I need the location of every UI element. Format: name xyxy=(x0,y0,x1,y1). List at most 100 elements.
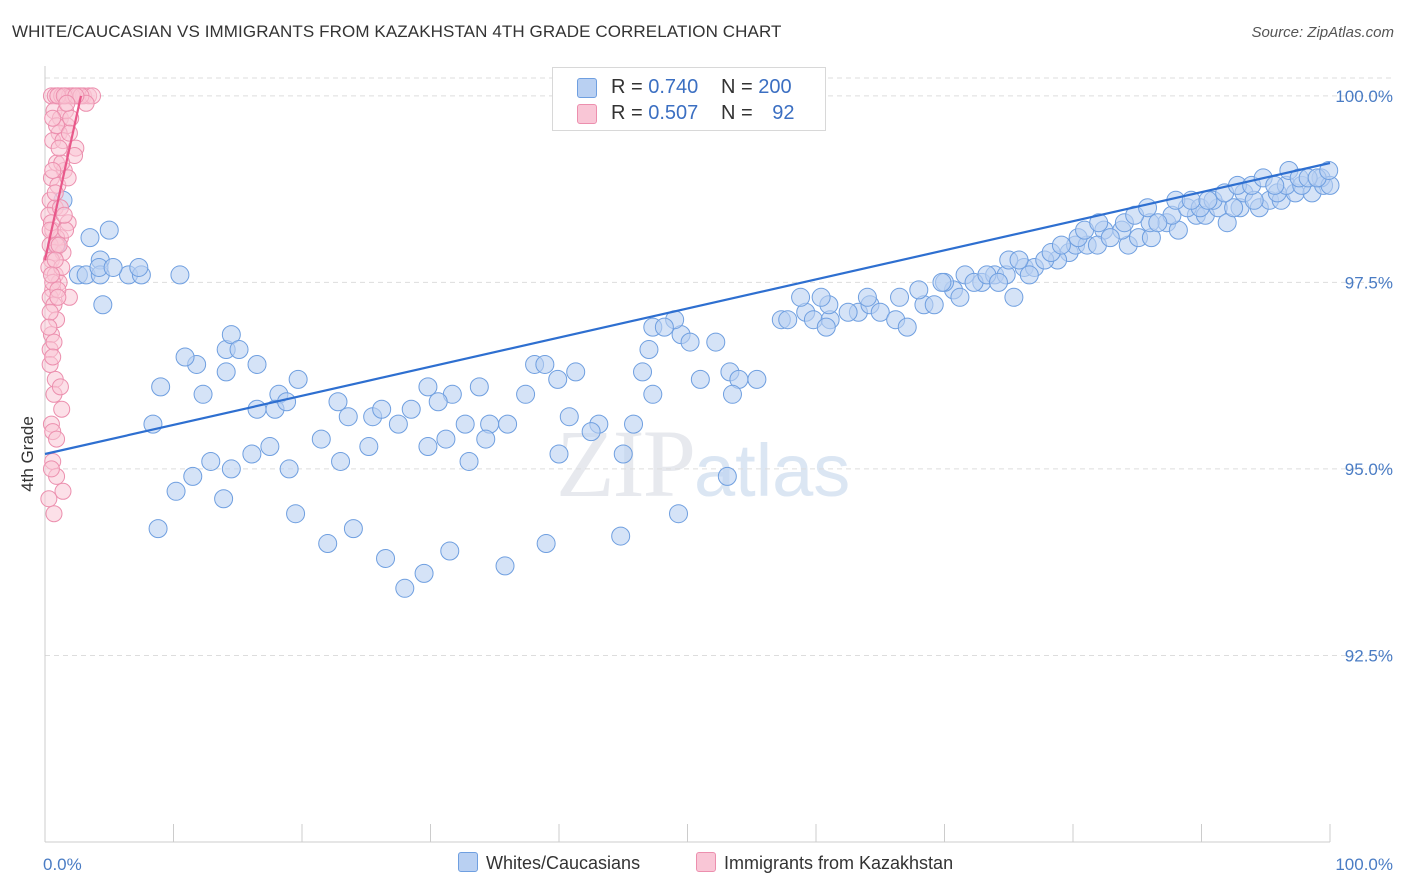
y-tick-label: 100.0% xyxy=(1335,87,1393,106)
data-point-kazakhstan xyxy=(51,378,69,396)
data-point-whites xyxy=(1009,250,1029,270)
data-point-whites xyxy=(838,302,858,322)
data-point-whites xyxy=(1019,265,1039,285)
data-point-whites xyxy=(1265,175,1285,195)
grid-lines xyxy=(45,77,1392,656)
data-point-whites xyxy=(778,310,798,330)
data-point-whites xyxy=(1319,160,1339,180)
x-tick-label: 0.0% xyxy=(43,855,82,874)
legend-n-label: N = xyxy=(721,76,753,98)
data-point-kazakhstan xyxy=(42,266,60,284)
axis-labels: 100.0% 97.5% 95.0% 92.5% 0.0% 100.0% 4th Grade xyxy=(18,87,1393,874)
data-point-whites xyxy=(242,444,262,464)
data-point-whites xyxy=(221,325,241,345)
data-point-whites xyxy=(440,541,460,561)
axes xyxy=(44,66,1331,843)
data-point-whites xyxy=(988,272,1008,292)
data-point-whites xyxy=(260,437,280,457)
data-point-kazakhstan xyxy=(42,460,60,478)
data-point-whites xyxy=(414,563,434,583)
data-point-whites xyxy=(288,369,308,389)
data-point-whites xyxy=(428,392,448,412)
data-point-whites xyxy=(216,362,236,382)
data-point-whites xyxy=(516,384,536,404)
data-point-whites xyxy=(459,451,479,471)
trend-line-kazakhstan xyxy=(43,95,83,261)
data-point-whites xyxy=(654,317,674,337)
data-point-kazakhstan xyxy=(66,147,84,165)
data-point-whites xyxy=(722,384,742,404)
data-point-whites xyxy=(581,422,601,442)
data-point-whites xyxy=(201,451,221,471)
data-point-kazakhstan xyxy=(48,430,66,448)
data-point-whites xyxy=(816,317,836,337)
data-point-whites xyxy=(376,548,396,568)
data-point-whites xyxy=(495,556,515,576)
data-point-whites xyxy=(791,287,811,307)
data-point-whites xyxy=(633,362,653,382)
y-tick-label: 92.5% xyxy=(1345,646,1393,665)
data-point-whites xyxy=(476,429,496,449)
data-point-whites xyxy=(170,265,190,285)
legend-n-value-whites: 200 xyxy=(758,76,792,98)
y-tick-label: 95.0% xyxy=(1345,460,1393,479)
data-point-whites xyxy=(706,332,726,352)
data-point-whites xyxy=(680,332,700,352)
x-tick-label: 100.0% xyxy=(1335,855,1393,874)
data-point-whites xyxy=(669,504,689,524)
data-point-whites xyxy=(1100,228,1120,248)
data-point-whites xyxy=(148,519,168,539)
bottom-legend-swatch-blue xyxy=(458,852,478,872)
legend-swatch-pink xyxy=(577,104,597,124)
data-point-whites xyxy=(611,526,631,546)
data-point-whites xyxy=(183,466,203,486)
correlation-legend: R = 0.740 N = 200 R = 0.507 N = 92 xyxy=(552,67,826,131)
data-point-kazakhstan xyxy=(45,505,63,523)
legend-r-label: R = xyxy=(611,102,643,124)
bottom-legend-label-kazakhstan: Immigrants from Kazakhstan xyxy=(724,853,954,873)
data-point-whites xyxy=(214,489,234,509)
data-point-whites xyxy=(418,437,438,457)
data-point-whites xyxy=(80,228,100,248)
data-point-whites xyxy=(690,369,710,389)
data-point-whites xyxy=(747,369,767,389)
data-point-whites xyxy=(455,414,475,434)
data-point-whites xyxy=(639,340,659,360)
data-point-kazakhstan xyxy=(44,161,62,179)
data-point-whites xyxy=(175,347,195,367)
legend-r-label: R = xyxy=(611,76,643,98)
data-point-kazakhstan xyxy=(54,482,72,500)
y-axis-label: 4th Grade xyxy=(18,416,37,492)
data-point-whites xyxy=(395,578,415,598)
data-point-whites xyxy=(549,444,569,464)
data-point-whites xyxy=(372,399,392,419)
data-point-whites xyxy=(436,429,456,449)
data-point-whites xyxy=(279,459,299,479)
data-point-whites xyxy=(247,399,267,419)
data-point-whites xyxy=(93,295,113,315)
bottom-legend-kazakhstan: Immigrants from Kazakhstan xyxy=(696,852,953,874)
data-point-whites xyxy=(897,317,917,337)
data-point-kazakhstan xyxy=(58,94,76,112)
data-point-whites xyxy=(99,220,119,240)
data-point-whites xyxy=(909,280,929,300)
bottom-legend-whites: Whites/Caucasians xyxy=(458,852,640,874)
series-kazakhstan-points xyxy=(40,87,102,523)
chart-title: WHITE/CAUCASIAN VS IMMIGRANTS FROM KAZAK… xyxy=(12,22,782,41)
data-point-whites xyxy=(624,414,644,434)
data-point-whites xyxy=(535,354,555,374)
data-point-kazakhstan xyxy=(44,348,62,366)
data-point-whites xyxy=(343,519,363,539)
data-point-whites xyxy=(311,429,331,449)
data-point-whites xyxy=(1089,213,1109,233)
data-point-whites xyxy=(359,437,379,457)
data-point-whites xyxy=(418,377,438,397)
data-point-kazakhstan xyxy=(53,400,71,418)
data-point-whites xyxy=(328,392,348,412)
data-point-whites xyxy=(932,272,952,292)
legend-n-label: N = xyxy=(721,102,753,124)
data-point-kazakhstan xyxy=(40,490,58,508)
legend-r-value-whites: 0.740 xyxy=(648,76,699,98)
data-point-kazakhstan xyxy=(55,206,73,224)
